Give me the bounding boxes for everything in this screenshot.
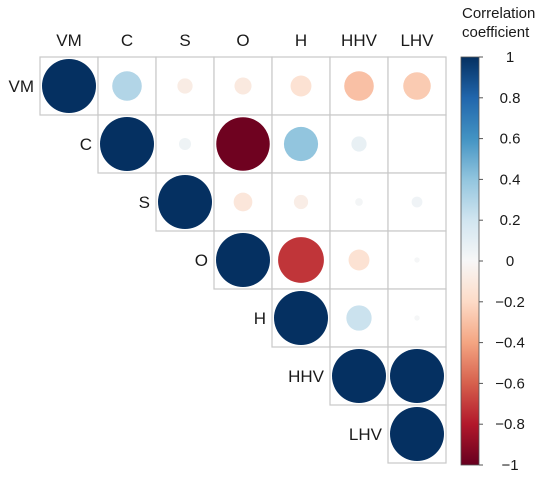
legend-tick-label: 1 (506, 49, 514, 66)
corr-circle-lhv-lhv (390, 407, 444, 461)
row-label-c: C (80, 135, 92, 154)
legend-tick-label: −0.6 (495, 375, 525, 392)
corr-circle-o-h (278, 237, 324, 283)
corr-circle-s-hhv (355, 198, 363, 206)
corr-circle-vm-vm (42, 59, 96, 113)
corr-circle-s-lhv (411, 196, 423, 208)
column-label-c: C (121, 31, 133, 50)
column-label-hhv: HHV (341, 31, 378, 50)
row-label-vm: VM (9, 77, 35, 96)
legend-title-line-1: Correlation (462, 5, 535, 22)
corr-circle-vm-o (234, 77, 252, 95)
column-label-vm: VM (56, 31, 82, 50)
corr-circle-o-o (216, 233, 270, 287)
column-label-s: S (179, 31, 190, 50)
legend-tick-label: 0.4 (500, 171, 521, 188)
corr-circle-c-o (216, 117, 270, 171)
corr-circle-c-s (178, 137, 192, 151)
legend-tick-label: 0 (506, 253, 514, 270)
legend-title-line-2: coefficient (462, 24, 530, 41)
corr-circle-c-c (100, 117, 154, 171)
corr-circle-hhv-hhv (332, 349, 386, 403)
corr-circle-vm-lhv (403, 72, 431, 100)
corr-circle-h-lhv (414, 315, 420, 321)
legend-tick-label: −1 (501, 457, 518, 474)
row-label-h: H (254, 309, 266, 328)
corr-circle-o-hhv (348, 249, 370, 271)
column-label-h: H (295, 31, 307, 50)
column-label-lhv: LHV (400, 31, 434, 50)
corr-circle-vm-h (290, 75, 312, 97)
row-label-s: S (139, 193, 150, 212)
corr-circle-h-h (274, 291, 328, 345)
corr-circle-vm-s (177, 78, 193, 94)
corr-circle-vm-hhv (344, 71, 374, 101)
matrix-cell-c-lhv (387, 114, 447, 174)
corr-circle-s-o (233, 192, 253, 212)
row-label-lhv: LHV (349, 425, 383, 444)
legend-tick-label: −0.2 (495, 294, 525, 311)
corr-circle-vm-c (112, 71, 142, 101)
legend-tick-label: −0.4 (495, 335, 525, 352)
corr-circle-hhv-lhv (390, 349, 444, 403)
corr-circle-s-h (293, 194, 309, 210)
row-label-hhv: HHV (288, 367, 325, 386)
legend-tick-label: 0.8 (500, 90, 521, 107)
legend-tick-label: −0.8 (495, 416, 525, 433)
color-scale-bar (460, 56, 480, 466)
corr-circle-s-s (158, 175, 212, 229)
legend-tick-label: 0.6 (500, 131, 521, 148)
matrix-cell-s-o (213, 172, 273, 232)
corr-circle-h-hhv (346, 305, 372, 331)
legend-tick-label: 0.2 (500, 212, 521, 229)
corr-circle-c-h (283, 126, 319, 162)
corr-circle-c-hhv (351, 136, 367, 152)
row-label-o: O (195, 251, 208, 270)
column-label-o: O (236, 31, 249, 50)
corr-circle-o-lhv (414, 257, 420, 263)
